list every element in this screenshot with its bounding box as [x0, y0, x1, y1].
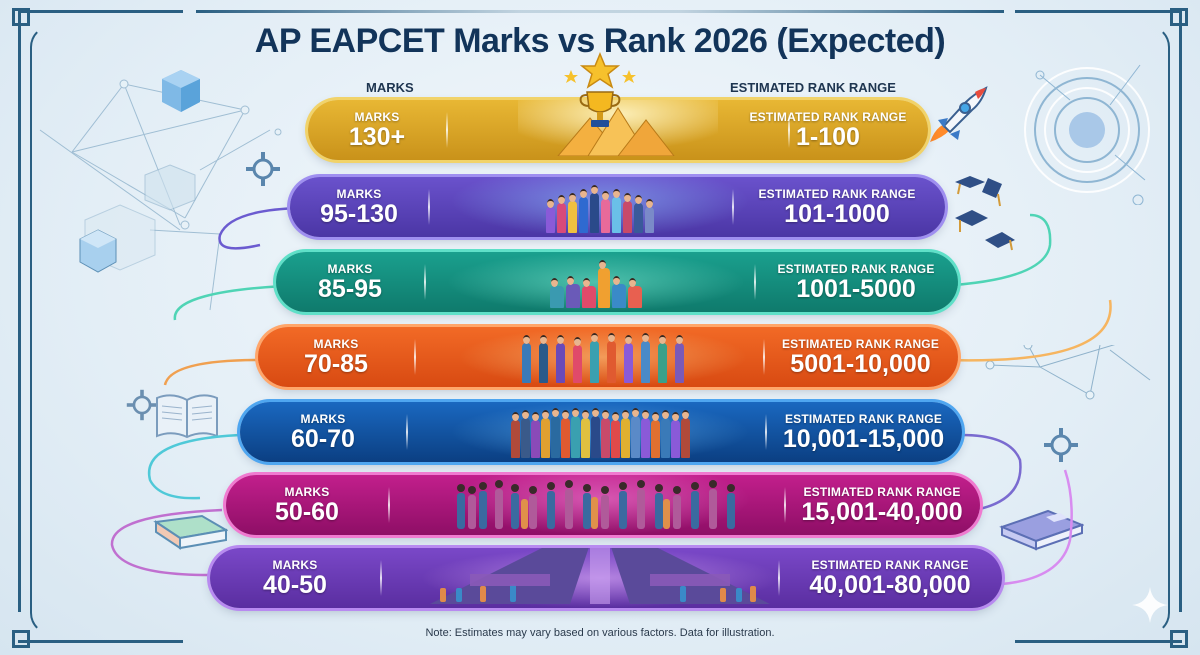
students-walking-illustration — [458, 327, 748, 387]
massive-crowd-queue-illustration — [420, 548, 780, 608]
rank-value: 40,001-80,000 — [809, 570, 971, 599]
rank-value: 5001-10,000 — [790, 349, 931, 378]
rank-label: ESTIMATED RANK RANGE — [784, 411, 943, 426]
cube-icon — [162, 70, 200, 112]
trophy-mountains-illustration — [518, 100, 718, 160]
rank-value: 10,001-15,000 — [782, 424, 945, 453]
gear-icon — [126, 389, 158, 421]
marks-value: 85-95 — [318, 274, 382, 303]
gear-icon — [1044, 428, 1078, 462]
graduation-caps-icon — [955, 176, 1015, 251]
marks-value: 130+ — [348, 122, 406, 151]
marks-value: 95-130 — [320, 199, 398, 228]
marks-label: MARKS — [300, 411, 346, 426]
marks-value: 60-70 — [291, 424, 355, 453]
corner-square — [1170, 630, 1188, 648]
rank-value: 1-100 — [796, 122, 860, 151]
rank-label: ESTIMATED RANK RANGE — [777, 261, 935, 276]
crowd-standing-illustration — [450, 402, 750, 462]
rank-column-header: ESTIMATED RANK RANGE — [730, 80, 896, 95]
rank-label: ESTIMATED RANK RANGE — [749, 109, 907, 124]
closed-book-icon — [153, 514, 228, 550]
rank-row-3: MARKS 85-95 ESTIMATED RANK RANGE 1001-50… — [276, 252, 958, 312]
marks-value: 70-85 — [304, 349, 368, 378]
marks-label: MARKS — [313, 336, 359, 351]
corner-square — [12, 8, 30, 26]
marks-value: 40-50 — [263, 570, 327, 599]
rank-label: ESTIMATED RANK RANGE — [758, 186, 916, 201]
rank-value: 15,001-40,000 — [801, 497, 963, 526]
marks-label: MARKS — [327, 261, 373, 276]
graduates-celebrating-illustration — [450, 177, 750, 237]
rank-value: 101-1000 — [784, 199, 890, 228]
marks-label: MARKS — [272, 557, 318, 572]
rank-row-2: MARKS 95-130 ESTIMATED RANK RANGE 101-10… — [290, 177, 945, 237]
sparkle-icon — [1132, 587, 1168, 623]
star-icon — [579, 52, 621, 89]
large-crowd-illustration — [451, 475, 751, 535]
marks-label: MARKS — [336, 186, 382, 201]
marks-label: MARKS — [354, 109, 400, 124]
rank-label: ESTIMATED RANK RANGE — [803, 484, 961, 499]
rank-row-5: MARKS 60-70 ESTIMATED RANK RANGE 10,001-… — [240, 402, 962, 462]
rank-value: 1001-5000 — [796, 274, 916, 303]
rocket-icon — [930, 86, 988, 142]
marks-column-header: MARKS — [366, 80, 414, 95]
closed-book-icon — [999, 509, 1084, 551]
disclaimer-note: Note: Estimates may vary based on variou… — [425, 627, 775, 639]
trophy-icon — [564, 52, 636, 127]
rank-label: ESTIMATED RANK RANGE — [811, 557, 969, 572]
network-lines-right — [985, 345, 1151, 400]
students-studying-illustration — [446, 252, 746, 312]
cube-icon — [79, 229, 117, 273]
rank-row-4: MARKS 70-85 ESTIMATED RANK RANGE 5001-10… — [258, 327, 958, 387]
marks-label: MARKS — [284, 484, 330, 499]
rank-row-6: MARKS 50-60 ESTIMATED RANK RANGE 15,001-… — [226, 475, 980, 535]
target-circle-icon — [1024, 64, 1150, 205]
corner-square — [1170, 8, 1188, 26]
corner-square — [12, 630, 30, 648]
rank-row-7: MARKS 40-50 ESTIMATED RANK RANGE 40,001-… — [210, 548, 1002, 608]
gear-icon — [246, 152, 280, 186]
marks-value: 50-60 — [275, 497, 339, 526]
rank-label: ESTIMATED RANK RANGE — [781, 336, 940, 351]
rank-row-1: MARKS 130+ ESTIMATED RANK RANGE 1-100 — [308, 100, 928, 160]
